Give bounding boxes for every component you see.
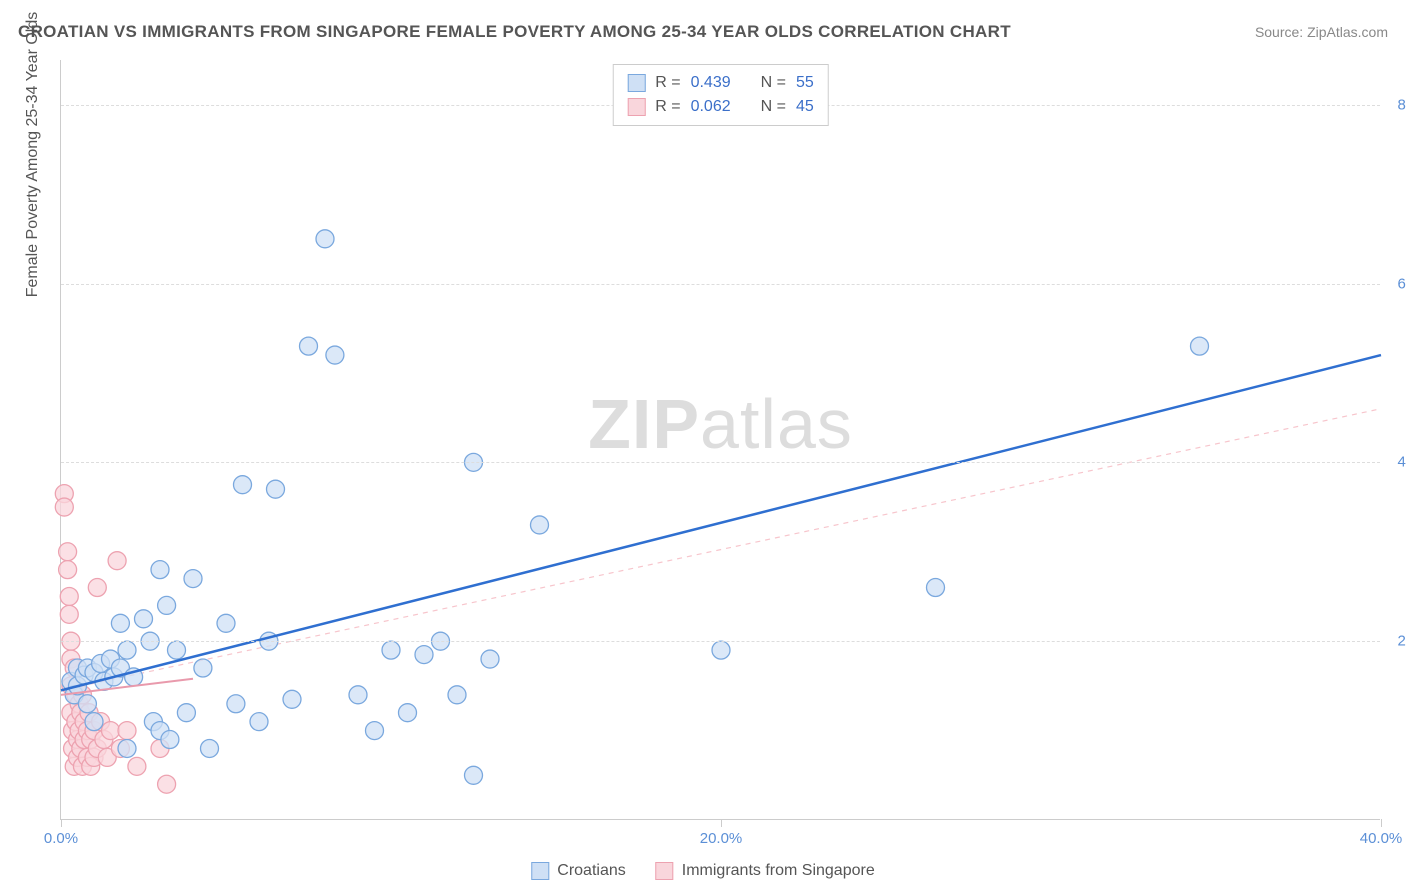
data-point	[55, 498, 73, 516]
data-point	[128, 757, 146, 775]
swatch-singapore	[627, 98, 645, 116]
gridline	[61, 462, 1380, 463]
data-point	[927, 579, 945, 597]
y-tick-label: 60.0%	[1397, 275, 1406, 292]
y-tick-label: 40.0%	[1397, 454, 1406, 471]
data-point	[194, 659, 212, 677]
data-point	[158, 775, 176, 793]
data-point	[481, 650, 499, 668]
data-point	[234, 476, 252, 494]
data-point	[283, 690, 301, 708]
x-tick-label: 40.0%	[1360, 830, 1403, 847]
gridline	[61, 641, 1380, 642]
x-tick	[1381, 819, 1382, 827]
data-point	[349, 686, 367, 704]
gridline	[61, 284, 1380, 285]
data-point	[250, 713, 268, 731]
data-point	[59, 543, 77, 561]
y-tick-label: 80.0%	[1397, 96, 1406, 113]
x-tick-label: 0.0%	[44, 830, 78, 847]
data-point	[382, 641, 400, 659]
swatch-singapore-b	[656, 862, 674, 880]
data-point	[151, 561, 169, 579]
data-point	[59, 561, 77, 579]
data-point	[161, 731, 179, 749]
legend-row-croatians: R = 0.439 N = 55	[627, 71, 814, 95]
data-point	[201, 739, 219, 757]
data-point	[465, 766, 483, 784]
swatch-croatians	[627, 74, 645, 92]
trend-line	[61, 355, 1381, 690]
chart-title: CROATIAN VS IMMIGRANTS FROM SINGAPORE FE…	[18, 22, 1011, 42]
data-point	[168, 641, 186, 659]
scatter-plot-area: ZIPatlas R = 0.439 N = 55 R = 0.062 N = …	[60, 60, 1380, 820]
data-point	[184, 570, 202, 588]
data-point	[415, 646, 433, 664]
data-point	[217, 614, 235, 632]
data-point	[108, 552, 126, 570]
data-point	[227, 695, 245, 713]
legend-label: Immigrants from Singapore	[682, 862, 875, 880]
legend-row-singapore: R = 0.062 N = 45	[627, 95, 814, 119]
correlation-legend: R = 0.439 N = 55 R = 0.062 N = 45	[612, 64, 829, 126]
data-point	[118, 722, 136, 740]
legend-label: Croatians	[557, 862, 625, 880]
data-point	[88, 579, 106, 597]
data-point	[366, 722, 384, 740]
data-point	[60, 605, 78, 623]
data-point	[448, 686, 466, 704]
legend-item-croatians: Croatians	[531, 862, 625, 880]
y-axis-title: Female Poverty Among 25-34 Year Olds	[24, 12, 42, 298]
data-point	[135, 610, 153, 628]
data-point	[399, 704, 417, 722]
data-point	[267, 480, 285, 498]
x-tick-label: 20.0%	[700, 830, 743, 847]
swatch-croatians-b	[531, 862, 549, 880]
data-point	[300, 337, 318, 355]
x-tick	[61, 819, 62, 827]
data-point	[712, 641, 730, 659]
data-point	[102, 722, 120, 740]
chart-svg	[61, 60, 1380, 819]
data-point	[158, 596, 176, 614]
data-point	[118, 641, 136, 659]
data-point	[177, 704, 195, 722]
data-point	[78, 695, 96, 713]
data-point	[60, 587, 78, 605]
y-tick-label: 20.0%	[1397, 633, 1406, 650]
data-point	[111, 614, 129, 632]
data-point	[531, 516, 549, 534]
series-legend: Croatians Immigrants from Singapore	[531, 862, 874, 880]
source-attribution: Source: ZipAtlas.com	[1255, 24, 1388, 40]
legend-item-singapore: Immigrants from Singapore	[656, 862, 875, 880]
data-point	[118, 739, 136, 757]
data-point	[85, 713, 103, 731]
data-point	[316, 230, 334, 248]
data-point	[1191, 337, 1209, 355]
data-point	[326, 346, 344, 364]
x-tick	[721, 819, 722, 827]
